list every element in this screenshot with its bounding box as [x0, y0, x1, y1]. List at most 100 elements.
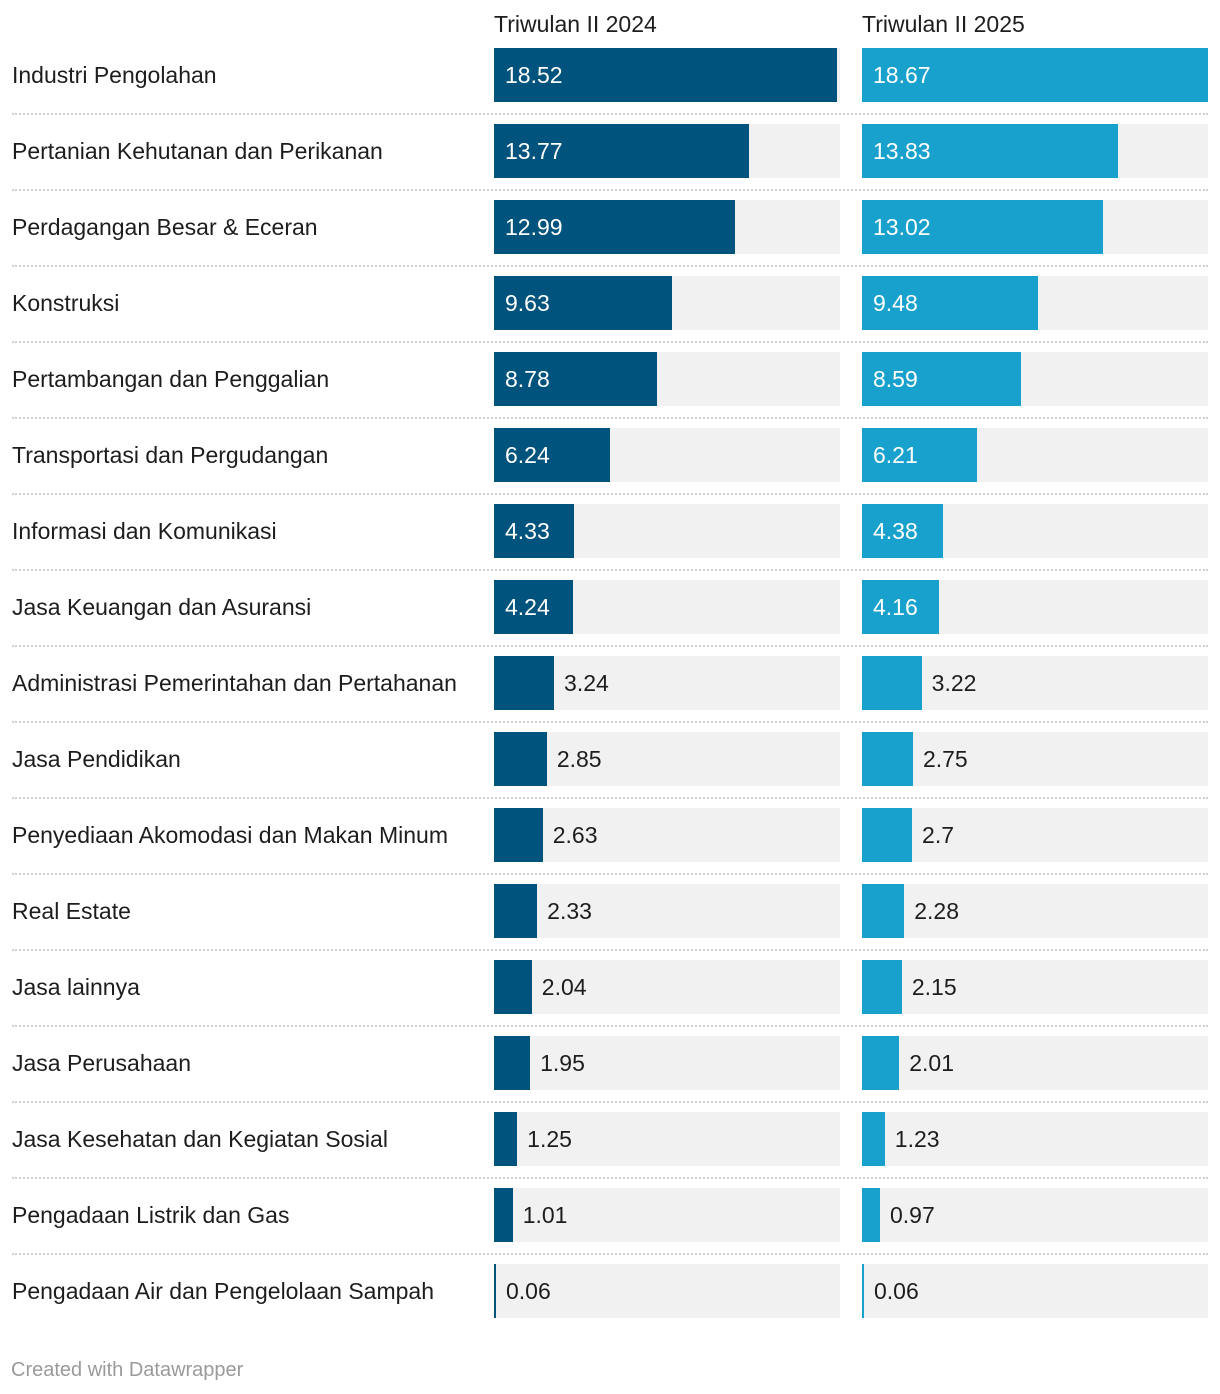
value-label: 2.28 — [914, 898, 960, 924]
category-label: Pengadaan Listrik dan Gas — [12, 1202, 290, 1228]
category-label: Jasa Pendidikan — [12, 746, 181, 772]
bar-2024 — [494, 352, 657, 406]
bar-track: 2.85 — [494, 732, 840, 786]
bar-2024 — [494, 884, 538, 938]
value-label: 12.99 — [505, 214, 563, 240]
row-divider — [12, 113, 1208, 115]
category-label: Informasi dan Komunikasi — [12, 518, 277, 544]
row-divider — [12, 493, 1208, 495]
bar-track: 1.25 — [494, 1112, 840, 1166]
bar-track: 3.24 — [494, 656, 840, 710]
table-row: Penyediaan Akomodasi dan Makan Minum 2.63… — [0, 808, 1220, 884]
table-row: Jasa Perusahaan 1.95 2.01 — [0, 1036, 1220, 1112]
table-row: Transportasi dan Pergudangan 6.24 6.21 — [0, 428, 1220, 504]
bar-track: 2.04 — [494, 960, 840, 1014]
bar-2024 — [494, 124, 750, 178]
row-divider — [12, 645, 1208, 647]
bar-track: 1.23 — [862, 1112, 1208, 1166]
footer-credit: Created with Datawrapper — [11, 1359, 244, 1381]
category-label: Perdagangan Besar & Eceran — [12, 214, 318, 240]
value-label: 13.77 — [505, 138, 563, 164]
bar-track: 13.77 — [494, 124, 840, 178]
value-label: 13.83 — [873, 138, 931, 164]
bar-track: 6.24 — [494, 428, 840, 482]
bar-track: 1.95 — [494, 1036, 840, 1090]
table-row: Jasa Keuangan dan Asuransi 4.24 4.16 — [0, 580, 1220, 656]
category-label: Pengadaan Air dan Pengelolaan Sampah — [12, 1278, 435, 1304]
bar-track: 18.52 — [494, 48, 840, 102]
bar-2025 — [862, 580, 940, 634]
bar-2025 — [862, 960, 902, 1014]
bar-track: 1.01 — [494, 1188, 840, 1242]
value-label: 2.7 — [922, 822, 955, 848]
value-label: 2.85 — [556, 746, 602, 772]
value-label: 1.01 — [522, 1202, 568, 1228]
table-row: Konstruksi 9.63 9.48 — [0, 276, 1220, 352]
value-label: 1.25 — [527, 1126, 572, 1152]
value-label: 6.24 — [505, 442, 550, 468]
value-label: 8.59 — [873, 366, 918, 392]
row-divider — [12, 1025, 1208, 1027]
bar-2024 — [494, 1036, 531, 1090]
value-label: 4.16 — [873, 594, 918, 620]
bar-2025 — [862, 1112, 885, 1166]
row-divider — [12, 873, 1208, 875]
column-header-2025: Triwulan II 2025 — [862, 11, 1025, 37]
value-label: 2.75 — [922, 746, 968, 772]
bar-2024 — [494, 200, 735, 254]
bar-track: 2.15 — [862, 960, 1208, 1014]
bar-track: 12.99 — [494, 200, 840, 254]
bar-2024 — [494, 1264, 496, 1318]
category-label: Jasa Keuangan dan Asuransi — [12, 594, 312, 620]
value-label: 2.33 — [547, 898, 592, 924]
value-label: 2.15 — [911, 974, 957, 1000]
column-header-2024: Triwulan II 2024 — [494, 11, 657, 37]
bar-2025 — [862, 1264, 864, 1318]
bar-track: 8.78 — [494, 352, 840, 406]
bar-track: 0.06 — [494, 1264, 840, 1318]
bar-track: 9.48 — [862, 276, 1208, 330]
bar-track: 0.97 — [862, 1188, 1208, 1242]
bar-track: 13.02 — [862, 200, 1208, 254]
value-label: 3.22 — [931, 670, 977, 696]
row-divider — [12, 341, 1208, 343]
value-label: 0.06 — [506, 1278, 551, 1304]
value-label: 2.04 — [541, 974, 587, 1000]
bar-2025 — [862, 656, 922, 710]
bar-2025 — [862, 124, 1119, 178]
table-row: Perdagangan Besar & Eceran 12.99 13.02 — [0, 200, 1220, 276]
row-divider — [12, 1177, 1208, 1179]
row-divider — [12, 1101, 1208, 1103]
bar-track: 9.63 — [494, 276, 840, 330]
row-divider — [12, 189, 1208, 191]
bar-2025 — [862, 276, 1038, 330]
category-label: Jasa Perusahaan — [12, 1050, 192, 1076]
row-divider — [12, 265, 1208, 267]
value-label: 9.48 — [873, 290, 918, 316]
bar-track: 0.06 — [862, 1264, 1208, 1318]
bar-track: 2.33 — [494, 884, 840, 938]
category-label: Industri Pengolahan — [12, 62, 217, 88]
bar-track: 4.38 — [862, 504, 1208, 558]
bar-track: 4.33 — [494, 504, 840, 558]
row-divider — [12, 1253, 1208, 1255]
category-label: Pertanian Kehutanan dan Perikanan — [12, 138, 383, 164]
category-label: Administrasi Pemerintahan dan Pertahanan — [12, 670, 457, 696]
bar-2025 — [862, 1188, 880, 1242]
bar-2024 — [494, 1188, 513, 1242]
value-label: 0.06 — [874, 1278, 919, 1304]
bar-2024 — [494, 428, 610, 482]
bar-2025 — [862, 504, 944, 558]
value-label: 2.63 — [552, 822, 598, 848]
bar-track: 2.7 — [862, 808, 1208, 862]
table-row: Industri Pengolahan 18.52 18.67 — [0, 48, 1220, 124]
category-label: Jasa Kesehatan dan Kegiatan Sosial — [12, 1126, 388, 1152]
bar-2025 — [862, 200, 1104, 254]
value-label: 9.63 — [505, 290, 550, 316]
bar-2024 — [494, 960, 532, 1014]
value-label: 4.38 — [873, 518, 918, 544]
bar-2024 — [494, 48, 838, 102]
value-label: 4.24 — [505, 594, 550, 620]
bar-2025 — [862, 48, 1208, 102]
bar-track: 2.01 — [862, 1036, 1208, 1090]
